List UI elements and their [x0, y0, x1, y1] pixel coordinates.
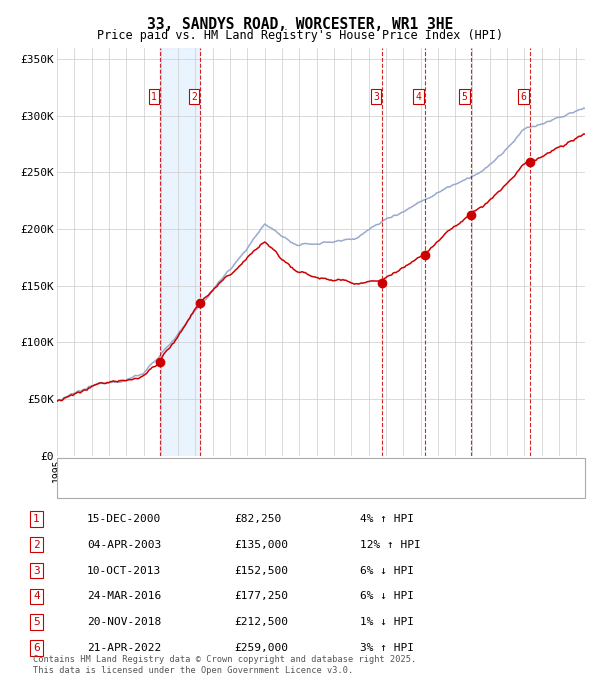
Text: 6% ↓ HPI: 6% ↓ HPI	[360, 592, 414, 601]
Text: £82,250: £82,250	[234, 514, 281, 524]
Text: 3: 3	[33, 566, 40, 575]
Text: 20-NOV-2018: 20-NOV-2018	[87, 617, 161, 627]
Text: 6: 6	[33, 643, 40, 653]
Text: 24-MAR-2016: 24-MAR-2016	[87, 592, 161, 601]
Text: 3: 3	[373, 92, 379, 101]
Text: 12% ↑ HPI: 12% ↑ HPI	[360, 540, 421, 549]
Text: 2: 2	[191, 92, 197, 101]
Text: 5: 5	[462, 92, 467, 101]
Text: Price paid vs. HM Land Registry's House Price Index (HPI): Price paid vs. HM Land Registry's House …	[97, 29, 503, 42]
Bar	[160, 48, 200, 456]
Text: 1: 1	[33, 514, 40, 524]
Text: HPI: Average price, semi-detached house, Worcester: HPI: Average price, semi-detached house,…	[107, 483, 407, 493]
Text: Contains HM Land Registry data © Crown copyright and database right 2025.
This d: Contains HM Land Registry data © Crown c…	[33, 655, 416, 675]
Text: 3% ↑ HPI: 3% ↑ HPI	[360, 643, 414, 653]
Text: 2: 2	[33, 540, 40, 549]
Text: ─────: ─────	[68, 463, 103, 476]
Text: 6% ↓ HPI: 6% ↓ HPI	[360, 566, 414, 575]
Text: 10-OCT-2013: 10-OCT-2013	[87, 566, 161, 575]
Text: 1% ↓ HPI: 1% ↓ HPI	[360, 617, 414, 627]
Text: 6: 6	[521, 92, 527, 101]
Text: £212,500: £212,500	[234, 617, 288, 627]
Text: 15-DEC-2000: 15-DEC-2000	[87, 514, 161, 524]
Text: 1: 1	[151, 92, 157, 101]
Text: 4% ↑ HPI: 4% ↑ HPI	[360, 514, 414, 524]
Text: 21-APR-2022: 21-APR-2022	[87, 643, 161, 653]
Text: 4: 4	[33, 592, 40, 601]
Text: ─────: ─────	[68, 481, 103, 494]
Text: 4: 4	[416, 92, 421, 101]
Text: £135,000: £135,000	[234, 540, 288, 549]
Text: £152,500: £152,500	[234, 566, 288, 575]
Text: £259,000: £259,000	[234, 643, 288, 653]
Text: £177,250: £177,250	[234, 592, 288, 601]
Text: 04-APR-2003: 04-APR-2003	[87, 540, 161, 549]
Text: 33, SANDYS ROAD, WORCESTER, WR1 3HE: 33, SANDYS ROAD, WORCESTER, WR1 3HE	[147, 17, 453, 32]
Text: 5: 5	[33, 617, 40, 627]
Text: 33, SANDYS ROAD, WORCESTER, WR1 3HE (semi-detached house): 33, SANDYS ROAD, WORCESTER, WR1 3HE (sem…	[107, 464, 449, 475]
